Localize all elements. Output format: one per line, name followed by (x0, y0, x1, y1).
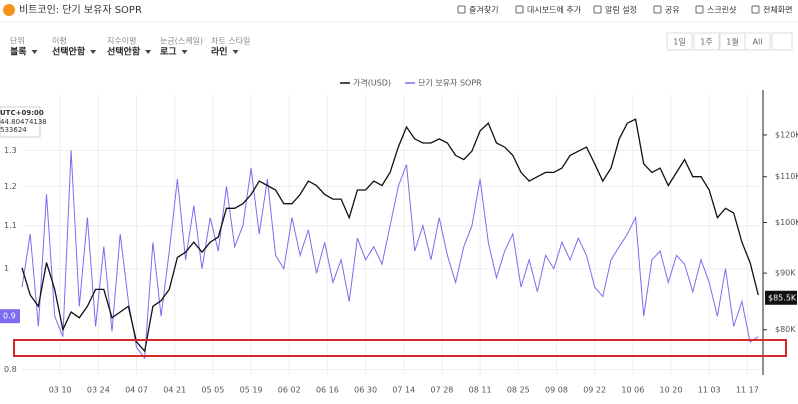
action-icon[interactable] (515, 5, 524, 14)
x-tick-label: 09 08 (545, 386, 568, 395)
y-tick-label: 1.3 (4, 146, 17, 155)
x-tick-label: 03 10 (49, 386, 72, 395)
control-label: 차트 스타일 (211, 37, 250, 46)
y2-tick-label: $100K (775, 218, 798, 227)
dropdown-caret[interactable] (145, 50, 152, 54)
x-tick-label: 08 25 (507, 386, 530, 395)
x-tick-label: 05 05 (201, 386, 224, 395)
action-button[interactable]: 공유 (665, 6, 680, 15)
timeframe-button[interactable] (744, 32, 771, 51)
action-icon[interactable] (457, 5, 466, 14)
x-tick-label: 06 16 (316, 386, 339, 395)
control-value[interactable]: 선택안함 (107, 46, 141, 58)
legend-label: 가격(USD) (353, 78, 391, 88)
control-label: 단위 (10, 36, 25, 46)
y2-tick-label: $90K (775, 269, 796, 278)
timeframe-label[interactable]: 1월 (726, 37, 738, 47)
dropdown-caret[interactable] (90, 50, 97, 54)
dropdown-caret[interactable] (232, 50, 239, 54)
coin-icon (3, 4, 15, 16)
tooltip-line: 533624 (0, 126, 27, 134)
tooltip-timezone: UTC+09:00 (0, 109, 44, 117)
dropdown-caret[interactable] (31, 50, 38, 54)
series-line (21, 150, 759, 360)
x-tick-label: 04 07 (125, 386, 148, 395)
y-tick-label: 1.2 (4, 182, 17, 191)
timeframe-label[interactable]: All (753, 38, 763, 47)
control-value[interactable]: 라인 (211, 46, 228, 58)
action-icon[interactable] (593, 5, 602, 14)
action-button[interactable]: 스크린샷 (707, 5, 737, 15)
last-sopr-label: 0.9 (3, 312, 16, 321)
y-tick-label: 1 (4, 264, 9, 273)
x-tick-label: 10 20 (660, 386, 683, 395)
y-tick-label: 0.8 (4, 365, 17, 374)
dropdown-caret[interactable] (181, 50, 188, 54)
action-button[interactable]: 대시보드에 추가 (527, 6, 582, 15)
x-tick-label: 04 21 (163, 386, 186, 395)
x-tick-label: 07 14 (392, 386, 415, 395)
x-tick-label: 08 11 (469, 386, 492, 395)
control-value[interactable]: 선택안함 (52, 46, 86, 58)
timeframe-label[interactable]: 1주 (700, 38, 712, 47)
x-tick-label: 11 03 (698, 386, 721, 395)
action-button[interactable]: 전체화면 (763, 5, 792, 15)
timeframe-label[interactable]: 1일 (673, 38, 685, 47)
y2-tick-label: $110K (775, 172, 798, 181)
timeframe-button[interactable] (693, 32, 720, 51)
control-label: 눈금(스케일) (160, 37, 203, 46)
calendar-button[interactable] (771, 32, 793, 51)
x-tick-label: 06 02 (278, 386, 301, 395)
x-tick-label: 11 17 (736, 386, 759, 395)
x-tick-label: 10 06 (621, 386, 644, 395)
timeframe-button[interactable] (666, 32, 693, 51)
last-price-tag (765, 290, 797, 305)
highlight-box (13, 339, 787, 357)
x-tick-label: 09 22 (583, 386, 606, 395)
x-tick-label: 05 19 (240, 386, 263, 395)
legend-label: 단기 보유자 SOPR (418, 78, 482, 88)
y2-tick-label: $120K (775, 130, 798, 139)
action-button[interactable]: 알림 설정 (605, 5, 637, 15)
y2-tick-label: $80K (775, 325, 796, 334)
action-icon[interactable] (751, 5, 760, 14)
action-icon[interactable] (653, 5, 662, 14)
control-value[interactable]: 블록 (10, 47, 27, 58)
x-tick-label: 07 28 (430, 386, 453, 395)
action-button[interactable]: 즐겨찾기 (469, 5, 498, 15)
last-sopr-tag (0, 309, 20, 324)
last-price-label: $85.5K (768, 293, 797, 302)
y-tick-label: 1.1 (4, 221, 17, 230)
series-line (21, 118, 759, 353)
x-tick-label: 06 30 (354, 386, 377, 395)
tooltip-line: 44.80474138 (0, 118, 47, 126)
tooltip-box (0, 106, 41, 138)
page-title: 비트코인: 단기 보유자 SOPR (19, 4, 142, 16)
action-icon[interactable] (695, 5, 704, 14)
control-label: 지수이평 (107, 36, 136, 46)
control-value[interactable]: 로그 (160, 47, 177, 58)
control-label: 이평 (52, 36, 67, 46)
x-tick-label: 03 24 (87, 386, 110, 395)
